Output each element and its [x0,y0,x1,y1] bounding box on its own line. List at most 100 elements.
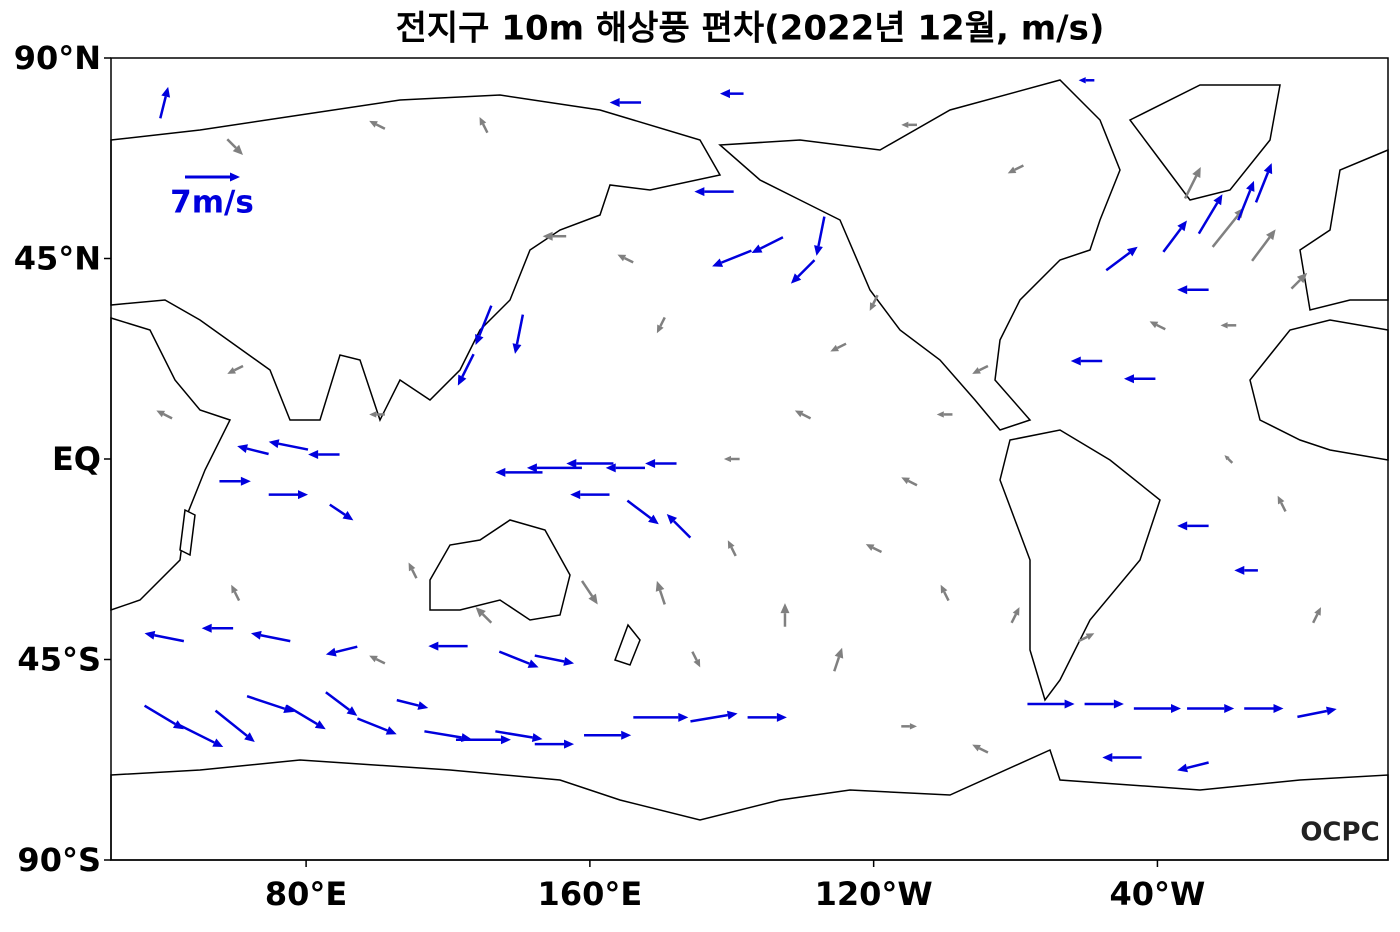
arrow-head [527,659,539,668]
arrow-shaft [1186,761,1209,770]
arrow-head [1177,220,1187,232]
arrow-shaft [1183,175,1198,200]
arrow-shaft [481,613,493,624]
wind-vector [780,603,790,627]
arrow-shaft [1014,164,1024,171]
arrow-head [1277,495,1285,505]
madagascar [179,508,196,557]
chart-title: 전지구 10m 해상풍 편차(2022년 12월, m/s) [396,9,1105,49]
arrow-shaft [833,656,841,672]
arrow-head [751,244,763,253]
wind-vector [656,316,666,334]
wind-vector [542,231,567,241]
arrow-shaft [1312,613,1319,624]
arrow-head [1007,166,1017,174]
arrow-head [1177,763,1188,773]
arrow-head [693,658,701,668]
arrow-shaft [730,546,737,557]
wind-vector [227,364,244,374]
arrow-head [794,410,804,418]
wind-vector [475,607,493,624]
wind-vector [512,314,525,354]
wind-vector [645,458,677,468]
arrow-shaft [325,691,351,711]
wind-vector [655,580,666,605]
wind-vector [325,645,358,657]
arrow-shaft [375,123,386,130]
y-tick-label: EQ [52,440,101,478]
wind-vector [936,411,953,418]
arrow-shaft [1290,279,1301,290]
arrow-shaft [214,709,248,737]
x-tick-label: 160°E [538,875,643,913]
arrow-head [1213,194,1223,206]
arrow-head [605,463,616,473]
arrow-shaft [515,314,525,345]
australia [429,519,571,621]
wind-vector [1177,761,1209,773]
arrow-head [212,738,224,748]
wind-vector [159,86,171,119]
arrow-shaft [335,645,358,654]
wind-vector [285,704,326,730]
wind-vector [869,294,879,311]
arrow-head [609,98,620,108]
arrow-head [726,710,738,720]
arrow-shaft [691,651,698,661]
arrow-shaft [817,216,826,247]
wind-vector [1105,246,1138,272]
wind-vector [1162,220,1187,253]
arrow-head [1126,246,1138,257]
arrow-shaft [534,654,565,663]
arrow-head [237,444,248,453]
wind-vector [1084,699,1124,709]
wind-vector [723,455,740,463]
arrow-head [428,641,439,651]
arrow-shaft [1078,635,1088,643]
wind-vector [1177,285,1209,295]
wind-vector [369,120,386,130]
arrow-shaft [943,591,950,602]
greenland [1128,84,1281,201]
wind-vector [1197,194,1223,235]
x-tick-label: 120°W [815,875,933,913]
arrow-head [1246,180,1255,192]
wind-vector [1187,704,1235,714]
arrow-shaft [1227,457,1234,464]
arrow-head [570,490,581,500]
arrow-head [495,467,506,477]
arrow-shaft [1162,227,1182,253]
arrow-head [1085,633,1095,641]
arrow-shaft [143,704,176,726]
arrow-shaft [498,650,530,665]
wind-vector [617,254,634,264]
arrow-head [369,655,378,663]
wind-vector [633,712,689,722]
y-tick-label: 45°N [14,240,101,278]
arrow-head [723,455,731,463]
arrow-shaft [162,412,173,420]
arrow-head [936,411,944,418]
arrow-shaft [1156,323,1166,331]
arrow-shaft [1280,502,1287,512]
arrow-head [645,458,656,468]
wind-vector [901,723,917,730]
arrow-head [201,623,212,633]
arrow-shaft [260,634,291,643]
y-tick-label: 90°S [17,841,101,879]
north-america [718,79,1121,431]
wind-vector [526,463,582,473]
arrow-head [719,89,730,99]
arrow-shaft [461,353,475,378]
wind-vector [495,467,543,477]
arrow-head [1149,321,1159,329]
new-zealand [614,623,641,666]
arrow-shaft [175,722,215,744]
x-tick-label: 80°E [265,875,347,913]
wind-vector [268,490,309,500]
arrow-head [1224,455,1230,461]
arrow-shaft [1105,251,1131,272]
wind-vector [534,654,575,666]
wind-vector [972,744,989,754]
arrow-head [475,607,486,618]
